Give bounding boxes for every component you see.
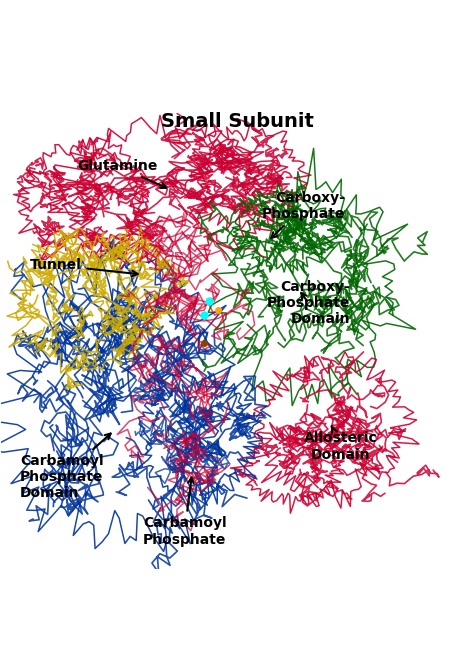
Text: Tunnel: Tunnel <box>30 258 137 276</box>
Text: Carboxy-
Phosphate
Domain: Carboxy- Phosphate Domain <box>267 279 350 326</box>
Text: Small Subunit: Small Subunit <box>161 112 313 131</box>
Text: Carboxy-
Phosphate: Carboxy- Phosphate <box>262 191 346 238</box>
Text: Carbamoyl
Phosphate: Carbamoyl Phosphate <box>143 478 227 546</box>
Text: Glutamine: Glutamine <box>77 159 166 188</box>
Text: Carbamoyl
Phosphate
Domain: Carbamoyl Phosphate Domain <box>20 434 111 500</box>
Text: Allosteric
Domain: Allosteric Domain <box>304 426 378 462</box>
